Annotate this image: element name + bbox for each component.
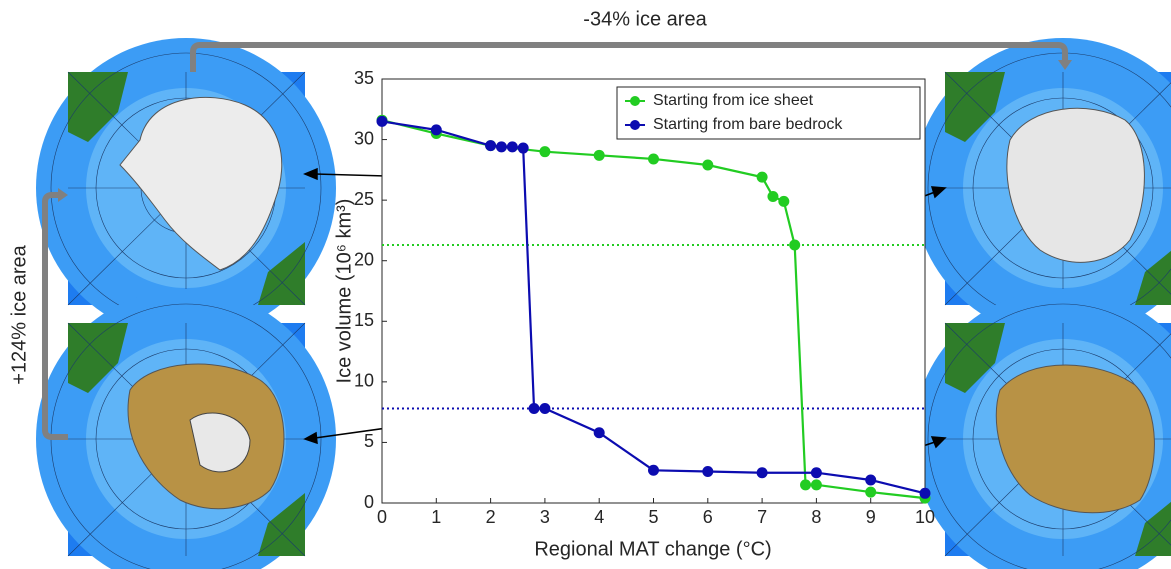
y-tick-label: 35 bbox=[354, 68, 374, 88]
x-axis-label: Regional MAT change (°C) bbox=[534, 538, 771, 560]
data-point bbox=[594, 427, 605, 438]
map-bottom-right bbox=[913, 289, 1171, 569]
x-tick-label: 4 bbox=[594, 507, 604, 527]
y-tick-label: 15 bbox=[354, 310, 374, 330]
data-point bbox=[789, 239, 800, 250]
y-tick-label: 20 bbox=[354, 249, 374, 269]
y-tick-label: 5 bbox=[364, 431, 374, 451]
annotation: +124% ice area bbox=[8, 244, 30, 384]
data-point bbox=[507, 141, 518, 152]
data-point bbox=[496, 141, 507, 152]
data-point bbox=[757, 467, 768, 478]
legend-label: Starting from bare bedrock bbox=[653, 116, 843, 133]
x-tick-label: 3 bbox=[540, 507, 550, 527]
x-tick-label: 6 bbox=[703, 507, 713, 527]
x-tick-label: 2 bbox=[486, 507, 496, 527]
x-tick-label: 1 bbox=[431, 507, 441, 527]
data-point bbox=[702, 466, 713, 477]
data-point bbox=[757, 172, 768, 183]
legend-marker bbox=[630, 96, 640, 106]
x-tick-label: 10 bbox=[915, 507, 935, 527]
data-point bbox=[594, 150, 605, 161]
data-point bbox=[648, 153, 659, 164]
x-tick-label: 8 bbox=[811, 507, 821, 527]
data-point bbox=[648, 465, 659, 476]
y-tick-label: 10 bbox=[354, 371, 374, 391]
x-tick-label: 9 bbox=[866, 507, 876, 527]
map-bottom-left bbox=[36, 289, 336, 569]
x-tick-label: 7 bbox=[757, 507, 767, 527]
data-point bbox=[518, 143, 529, 154]
data-point bbox=[811, 479, 822, 490]
data-point bbox=[539, 146, 550, 157]
y-tick-label: 30 bbox=[354, 128, 374, 148]
data-point bbox=[377, 116, 388, 127]
y-tick-label: 0 bbox=[364, 492, 374, 512]
plot-area bbox=[382, 79, 925, 503]
annotation: -34% ice area bbox=[583, 8, 707, 30]
x-tick-label: 0 bbox=[377, 507, 387, 527]
data-point bbox=[539, 403, 550, 414]
figure: -34% ice area +124% ice area 0 1 2 3 4 5 6 7 8 9 1… bbox=[0, 0, 1171, 569]
legend-marker bbox=[630, 120, 640, 130]
data-point bbox=[778, 196, 789, 207]
x-tick-label: 5 bbox=[648, 507, 658, 527]
data-point bbox=[920, 488, 931, 499]
data-point bbox=[485, 140, 496, 151]
data-point bbox=[702, 160, 713, 171]
data-point bbox=[865, 474, 876, 485]
data-point bbox=[811, 467, 822, 478]
data-point bbox=[865, 487, 876, 498]
y-axis-label: Ice volume (10⁶ km³) bbox=[333, 199, 355, 384]
data-point bbox=[767, 191, 778, 202]
data-point bbox=[800, 479, 811, 490]
data-point bbox=[529, 403, 540, 414]
legend-label: Starting from ice sheet bbox=[653, 92, 814, 109]
data-point bbox=[431, 124, 442, 135]
y-tick-label: 25 bbox=[354, 189, 374, 209]
